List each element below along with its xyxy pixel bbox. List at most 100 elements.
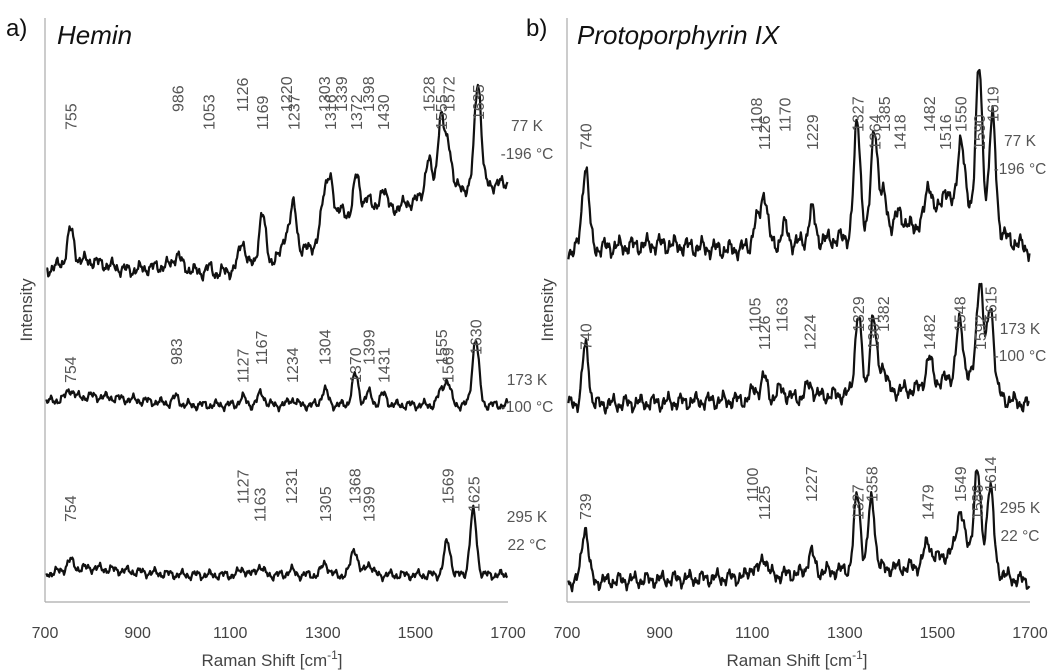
spectrum-line [45, 504, 509, 583]
peak-label: 1125 [757, 485, 774, 520]
y-axis-title: Intensity [538, 278, 557, 342]
peak-label: 1398 [361, 76, 378, 112]
spectrum-line [567, 282, 1030, 415]
x-tick-label: 1100 [213, 625, 248, 642]
x-axis-title-end: ] [863, 651, 868, 670]
panel-letter: a) [6, 15, 27, 42]
peak-label: 1399 [362, 329, 379, 365]
peak-label: 1619 [986, 86, 1003, 122]
peak-label: 1220 [279, 76, 296, 112]
peak-label: 1167 [254, 330, 271, 365]
peak-label: 1549 [953, 466, 970, 502]
peak-label: 1327 [850, 484, 867, 520]
peak-label: 739 [578, 493, 595, 520]
peak-label: 755 [64, 103, 81, 130]
peak-label: 1361 [866, 314, 883, 350]
peak-label: 1224 [803, 314, 820, 350]
peak-label: 1316 [323, 94, 340, 130]
peak-label: 754 [63, 495, 80, 522]
peak-label: 1234 [285, 347, 302, 383]
x-axis-title: Raman Shift [cm-1] [201, 648, 342, 670]
x-tick-label: 1700 [490, 625, 526, 642]
peak-label: 1227 [804, 466, 821, 502]
peak-label: 1592 [973, 314, 990, 350]
peak-label: 1169 [255, 95, 272, 130]
peak-label: 1586 [970, 484, 987, 520]
x-tick-label: 700 [32, 625, 59, 642]
peak-label: 1364 [867, 114, 884, 150]
peak-label: 1569 [440, 468, 457, 504]
peak-label: 1548 [953, 296, 970, 332]
x-axis-title-main: Raman Shift [cm [201, 651, 327, 670]
x-tick-label: 900 [646, 625, 673, 642]
peak-label: 754 [63, 356, 80, 383]
peak-label: 1303 [317, 76, 334, 112]
peak-label: 1630 [469, 319, 486, 355]
peak-label: 1399 [362, 486, 379, 522]
x-axis-title: Raman Shift [cm-1] [726, 648, 867, 670]
temperature-label: 173 K [1000, 321, 1041, 338]
peak-label: 1430 [376, 94, 393, 130]
temperature-label: 173 K [507, 372, 548, 389]
temperature-label: 295 K [1000, 500, 1041, 517]
x-tick-label: 1500 [920, 625, 956, 642]
peak-label: 986 [170, 85, 187, 112]
peak-label: 1418 [892, 114, 909, 150]
temperature-label: 295 K [507, 509, 548, 526]
peak-label: 1382 [876, 296, 893, 332]
x-tick-label: 1700 [1012, 625, 1048, 642]
peak-label: 1304 [318, 329, 335, 365]
spectrum-line [567, 68, 1031, 263]
spectrum-line [45, 340, 509, 413]
peak-label: 1231 [284, 468, 301, 504]
peak-label: 740 [579, 123, 596, 150]
peak-label: 1126 [235, 77, 252, 112]
peak-label: 1305 [318, 486, 335, 522]
x-axis-title-main: Raman Shift [cm [726, 651, 852, 670]
temperature-label: 22 °C [508, 537, 547, 554]
x-tick-label: 1300 [305, 625, 341, 642]
peak-label: 1108 [749, 97, 766, 132]
temperature-label: 77 K [1004, 133, 1037, 150]
peak-label: 1329 [851, 296, 868, 332]
x-tick-label: 1100 [735, 625, 770, 642]
peak-label: 1614 [983, 456, 1000, 492]
peak-label: 1550 [954, 96, 971, 132]
peak-label: 740 [579, 323, 596, 350]
peak-label: 1237 [287, 94, 304, 130]
peak-label: 1555 [434, 94, 451, 130]
peak-label: 1482 [922, 96, 939, 132]
x-tick-label: 1300 [827, 625, 863, 642]
peak-label: 1126 [757, 315, 774, 350]
peak-label: 1615 [984, 286, 1001, 322]
peak-label: 1572 [442, 76, 459, 112]
temperature-label: -196 °C [994, 161, 1047, 178]
peak-label: 1516 [938, 114, 955, 150]
panel-title: Protoporphyrin IX [577, 20, 781, 50]
spectrum-line [567, 469, 1031, 593]
peak-label: 1229 [805, 114, 822, 150]
x-axis-title-sup: -1 [327, 648, 338, 662]
x-tick-label: 700 [554, 625, 581, 642]
peak-label: 1569 [440, 347, 457, 383]
temperature-label: -100 °C [994, 348, 1047, 365]
x-tick-label: 900 [124, 625, 151, 642]
peak-label: 1127 [236, 469, 253, 504]
peak-label: 1163 [774, 297, 791, 332]
peak-label: 1368 [347, 468, 364, 504]
peak-label: 1431 [377, 347, 394, 383]
peak-label: 1372 [349, 94, 366, 130]
peak-label: 1105 [748, 297, 765, 332]
peak-label: 1126 [757, 115, 774, 150]
x-tick-label: 1500 [398, 625, 434, 642]
temperature-label: -196 °C [501, 146, 554, 163]
peak-label: 1528 [421, 76, 438, 112]
peak-label: 1053 [201, 94, 218, 130]
panel-title: Hemin [57, 20, 132, 50]
peak-label: 1482 [922, 314, 939, 350]
peak-label: 1358 [865, 466, 882, 502]
peak-label: 983 [169, 338, 186, 365]
